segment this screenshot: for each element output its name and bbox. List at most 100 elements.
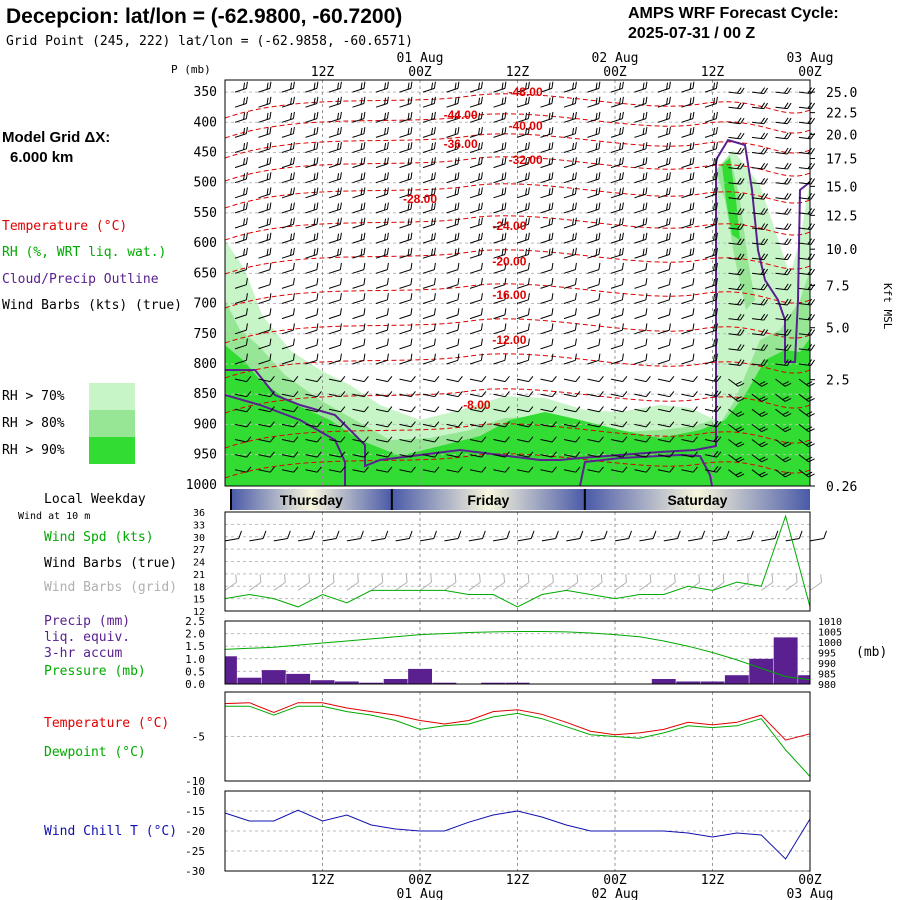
wind-barb (610, 232, 624, 244)
wind-barb (681, 187, 695, 199)
wind-barb (305, 81, 319, 93)
rh70-region (225, 150, 810, 486)
wind-barb (352, 187, 366, 199)
wind-barb (634, 376, 651, 383)
wind-barb (634, 353, 648, 365)
precip-bar (359, 682, 384, 684)
wind-barb (375, 217, 389, 229)
wind-barb (328, 353, 342, 365)
precip-bar (505, 682, 530, 684)
wind-barb (328, 202, 342, 214)
wind-barb (305, 436, 322, 443)
wind-barb (234, 323, 248, 335)
top-time-label: 12Z (506, 65, 530, 80)
wind-barb (704, 375, 722, 383)
precip-bar (773, 637, 798, 684)
wind-barb (798, 162, 816, 170)
wind-barb (469, 406, 487, 413)
wind-barb (775, 313, 792, 321)
wind-barb (469, 247, 483, 259)
wind-barb (728, 132, 745, 140)
wind-barb (234, 172, 248, 184)
wind-barb (704, 232, 718, 244)
wind-barb (422, 406, 440, 413)
wind-barb (352, 126, 366, 138)
wind-barb (728, 87, 745, 95)
windchill-line (224, 809, 811, 860)
wind-barb (610, 436, 628, 443)
wind-barb (422, 277, 436, 289)
wind-barb (258, 247, 272, 259)
wind-barb (234, 126, 248, 138)
wind-barb (305, 96, 319, 108)
wind-barb (657, 157, 671, 169)
wind-barb (328, 111, 342, 123)
wind-barb (775, 408, 792, 417)
wind-barb (446, 96, 460, 108)
isotherm (225, 283, 810, 309)
wind-barb (399, 126, 413, 138)
wind-barb (775, 344, 792, 351)
wind-barb (305, 406, 322, 413)
wind-barb (751, 408, 768, 417)
wind-barb (751, 177, 769, 185)
wind-barb (587, 126, 601, 138)
wind-barb (704, 126, 718, 138)
wind-barb (657, 338, 671, 350)
wind-barb (775, 329, 792, 336)
surface-wind-barb (785, 530, 803, 542)
wind-barb (540, 308, 554, 320)
wind-barb (540, 142, 554, 153)
wind-barb (587, 277, 601, 289)
wind-barb (610, 406, 628, 413)
wind-barb (516, 308, 530, 320)
wind-barb (328, 262, 342, 274)
wind-barb (352, 376, 369, 383)
wind-barb (399, 172, 413, 184)
wind-barb (657, 247, 671, 259)
wind-barb (446, 111, 460, 123)
wind-barb (469, 376, 487, 383)
grid-wind-barb (712, 574, 725, 591)
isotherm (225, 93, 810, 119)
bottom-time-label: 00Z (603, 873, 627, 888)
wind-barb (681, 421, 698, 428)
wind-barb (375, 353, 389, 365)
wind-barb (587, 376, 604, 383)
wind-barb (540, 353, 554, 365)
height-tick-label: 22.5 (826, 107, 857, 122)
wind-barb (375, 376, 393, 383)
wind-barb (328, 142, 342, 153)
wind-barb (587, 421, 604, 428)
wind-barb (540, 293, 554, 304)
wind-barb (352, 421, 369, 428)
wind-barb (281, 187, 295, 199)
wind-barb (563, 247, 577, 259)
wind-barb (540, 172, 554, 184)
wind-barb (681, 81, 695, 93)
cycle-title: AMPS WRF Forecast Cycle: (628, 5, 839, 22)
wind-barb (375, 232, 389, 244)
wind-barb (422, 293, 436, 304)
grid-point-text: Grid Point (245, 222) lat/lon = (-62.985… (6, 34, 413, 49)
wind-barb (540, 277, 554, 289)
wind-barb (305, 421, 322, 428)
weekday-band (584, 489, 810, 510)
wind-barb (657, 391, 675, 398)
wind-barb (657, 96, 671, 108)
wind-barb (657, 323, 671, 335)
wind-barb (798, 193, 816, 200)
wind-barb (375, 323, 389, 335)
wind-barb (375, 172, 389, 184)
wind-barb (258, 421, 275, 428)
wind-barb (493, 466, 510, 473)
wind-barb (469, 277, 483, 289)
wind-barb (399, 391, 416, 398)
wind-barb (681, 293, 695, 304)
wind-barb (446, 232, 460, 244)
wind-barb (328, 466, 346, 473)
surface-wind-barb (663, 530, 681, 542)
wind-barb (375, 406, 393, 413)
wind-barb (469, 323, 483, 335)
wind-barb (610, 111, 624, 123)
